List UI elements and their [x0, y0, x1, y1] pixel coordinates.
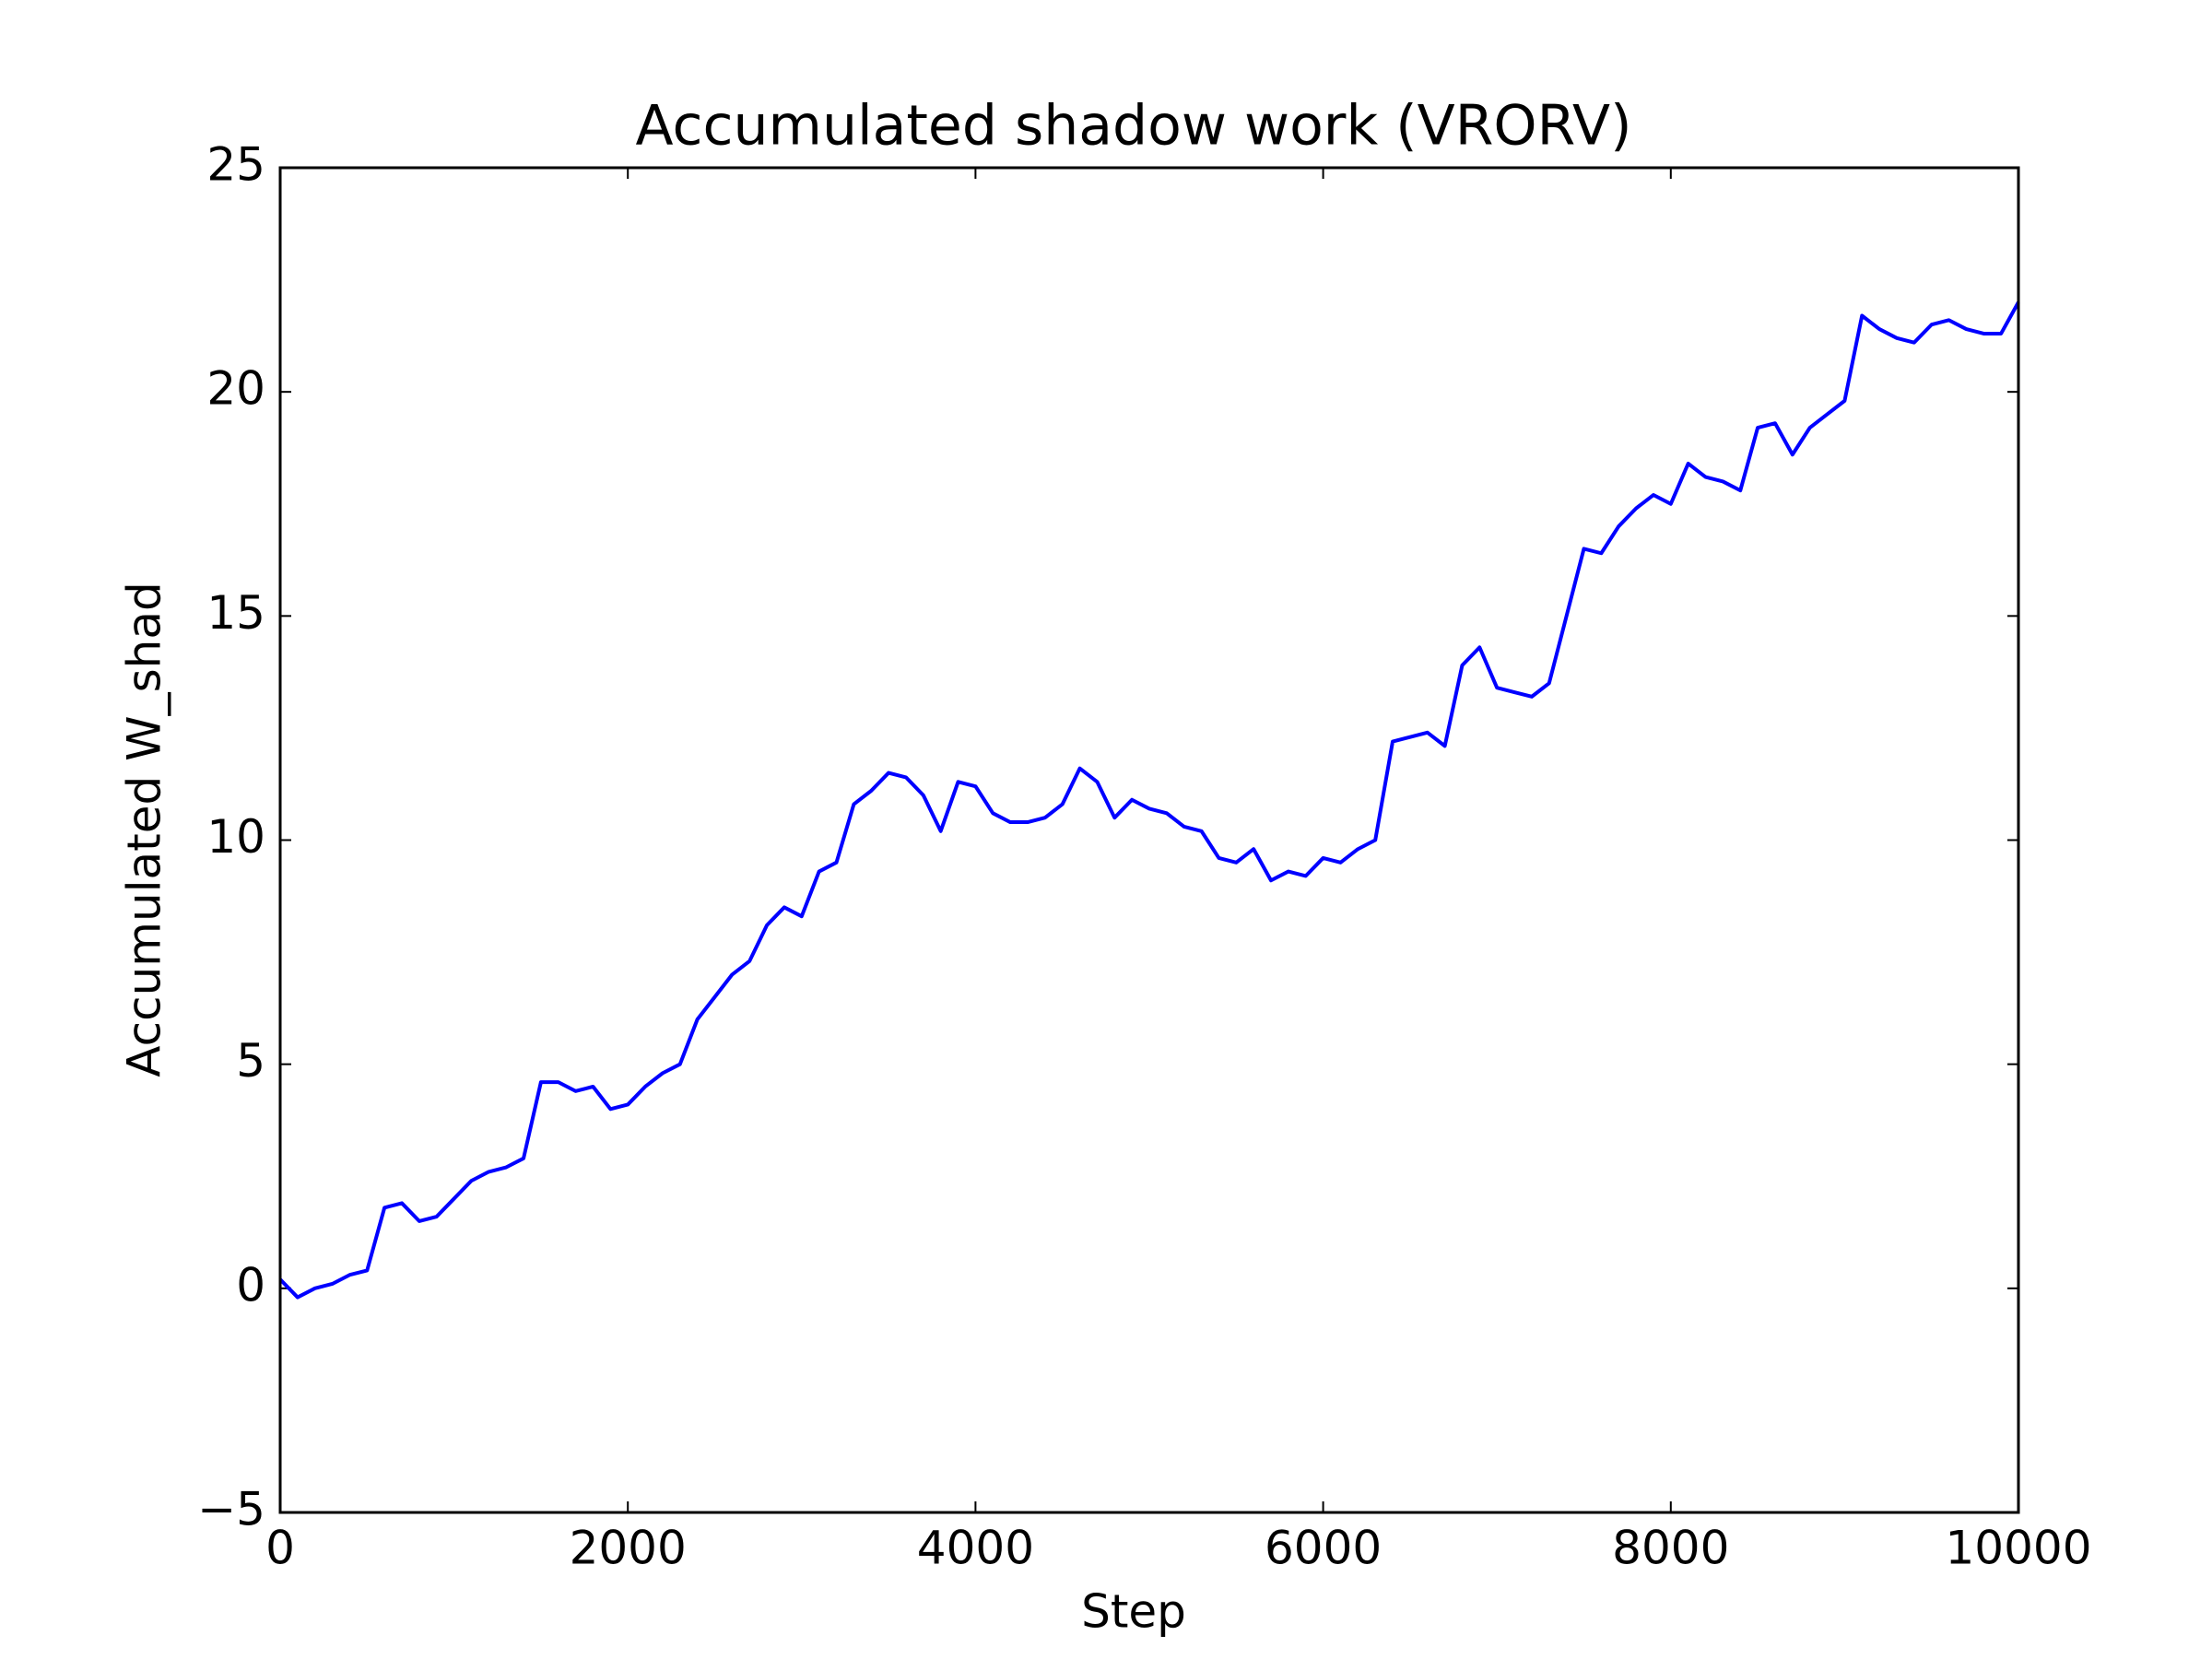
- y-tick-label: 0: [236, 1258, 265, 1312]
- x-tick-label: 10000: [1945, 1522, 2091, 1575]
- x-tick-label: 2000: [570, 1522, 687, 1575]
- y-tick-label: 15: [206, 586, 265, 640]
- y-axis-label: Accumulated W_shad: [118, 582, 171, 1077]
- x-tick-label: 0: [265, 1522, 295, 1575]
- x-tick-label: 6000: [1265, 1522, 1382, 1575]
- y-tick-label: 5: [236, 1034, 265, 1088]
- x-tick-label: 8000: [1612, 1522, 1729, 1575]
- y-tick-label: −5: [197, 1483, 265, 1536]
- chart-title: Accumulated shadow work (VRORV): [636, 94, 1632, 159]
- y-tick-label: 20: [206, 362, 265, 416]
- x-axis-label: Step: [1081, 1585, 1186, 1639]
- y-tick-label: 10: [206, 810, 265, 864]
- data-line: [278, 300, 2020, 1300]
- plot-frame: [278, 166, 2020, 1514]
- y-tick-label: 25: [206, 138, 265, 192]
- x-tick-label: 4000: [917, 1522, 1034, 1575]
